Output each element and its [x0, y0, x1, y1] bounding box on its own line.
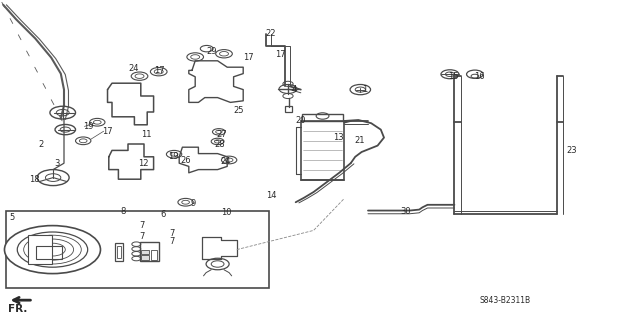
- Bar: [141, 255, 149, 260]
- Text: 4: 4: [291, 85, 296, 94]
- Text: 9: 9: [191, 199, 196, 208]
- Text: 17: 17: [102, 127, 113, 136]
- Text: 17: 17: [154, 66, 164, 75]
- Text: 12: 12: [138, 159, 148, 168]
- Text: 1: 1: [362, 85, 367, 94]
- Bar: [6, 211, 269, 288]
- Text: 18: 18: [29, 175, 40, 184]
- Bar: [115, 243, 123, 261]
- Text: 21: 21: [354, 136, 364, 145]
- Bar: [285, 106, 292, 112]
- Circle shape: [4, 226, 100, 274]
- Text: 14: 14: [266, 191, 276, 200]
- Bar: [151, 250, 157, 260]
- Text: 24: 24: [128, 64, 138, 73]
- Bar: [141, 250, 149, 254]
- Bar: [28, 235, 52, 264]
- Text: 23: 23: [566, 146, 577, 155]
- Text: 11: 11: [141, 130, 151, 139]
- Text: 3: 3: [54, 159, 60, 168]
- Text: 13: 13: [333, 133, 344, 142]
- Text: 7: 7: [140, 221, 145, 230]
- Text: 26: 26: [180, 156, 191, 164]
- Bar: [140, 242, 159, 261]
- Text: 7: 7: [140, 232, 145, 241]
- Bar: [117, 246, 121, 258]
- Text: 25: 25: [234, 106, 244, 115]
- Text: 28: 28: [214, 140, 225, 149]
- Text: S843-B2311B: S843-B2311B: [480, 296, 531, 305]
- Text: 7: 7: [170, 229, 175, 238]
- Text: 22: 22: [266, 29, 276, 38]
- Text: 19: 19: [168, 152, 178, 161]
- Text: 17: 17: [275, 50, 286, 59]
- Text: 15: 15: [448, 72, 458, 81]
- Text: 27: 27: [216, 130, 227, 139]
- Text: 19: 19: [83, 122, 93, 131]
- Text: 7: 7: [170, 237, 175, 246]
- Text: 20: 20: [296, 116, 306, 125]
- Bar: [301, 121, 344, 180]
- Bar: [302, 114, 343, 121]
- Text: 6: 6: [160, 210, 165, 219]
- Text: FR.: FR.: [8, 304, 28, 314]
- Text: 16: 16: [474, 72, 484, 81]
- Text: 29: 29: [206, 47, 216, 56]
- Text: 8: 8: [120, 207, 125, 216]
- Text: 2: 2: [38, 140, 44, 148]
- Bar: [36, 246, 62, 259]
- Text: 5: 5: [10, 213, 15, 222]
- Text: 30: 30: [400, 207, 411, 216]
- Text: 17: 17: [243, 53, 254, 62]
- Text: 10: 10: [221, 208, 231, 217]
- Text: 24: 24: [221, 157, 231, 166]
